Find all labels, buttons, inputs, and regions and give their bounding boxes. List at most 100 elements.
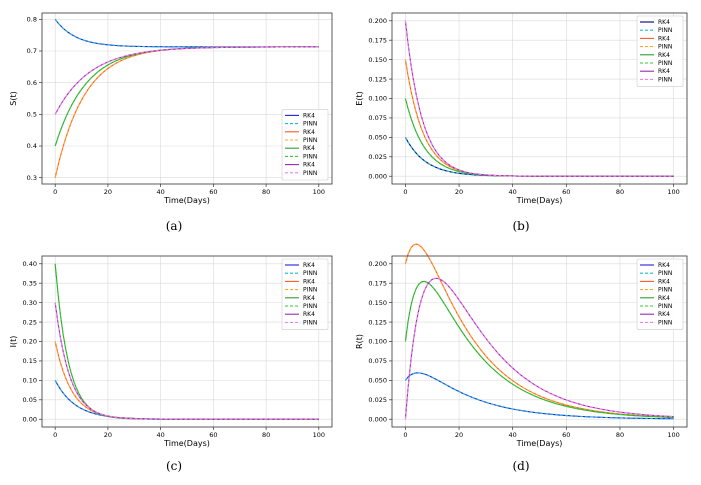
- y-tick-label: 0.8: [27, 16, 37, 24]
- legend-box: [636, 15, 684, 87]
- x-tick-label: 100: [667, 431, 679, 439]
- y-tick-label: 0.15: [23, 357, 37, 365]
- legend-box: [636, 258, 684, 330]
- y-tick-label: 0.075: [368, 114, 387, 122]
- legend-label: PINN: [303, 153, 317, 160]
- panel-caption: (a): [166, 219, 183, 233]
- series-line-5: [54, 46, 319, 147]
- y-tick-label: 0.150: [368, 299, 387, 307]
- y-tick-label: 0.150: [368, 56, 387, 64]
- y-tick-label: 0.125: [368, 318, 387, 326]
- legend-label: RK4: [303, 311, 315, 318]
- y-tick-label: 0.050: [368, 134, 387, 142]
- x-axis-label: Time(Days): [516, 196, 563, 205]
- legend-label: PINN: [303, 287, 317, 294]
- x-tick-label: 20: [455, 188, 463, 196]
- series-line-4: [54, 46, 319, 178]
- panel-caption: (b): [512, 219, 529, 233]
- chart-panel-3: 0 20 40 60 80 100 0.00 0.05 0.10 0.15 0.20 0.25 0.30…: [9, 255, 333, 473]
- x-tick-label: 0: [403, 431, 407, 439]
- x-tick-label: 80: [262, 431, 270, 439]
- legend-label: PINN: [658, 76, 672, 83]
- x-tick-label: 100: [313, 431, 325, 439]
- legend-label: RK4: [303, 162, 315, 169]
- y-tick-label: 0.100: [368, 95, 387, 103]
- y-tick-label: 0.100: [368, 338, 387, 346]
- chart-panel-4: 0 20 40 60 80 100 0.000 0.025 0.050 0.075 0.100 0.1…: [355, 243, 688, 473]
- legend-label: PINN: [658, 270, 672, 277]
- x-tick-label: 60: [562, 188, 570, 196]
- y-tick-label: 0.000: [368, 415, 387, 423]
- y-tick-label: 0.125: [368, 75, 387, 83]
- x-tick-label: 60: [209, 431, 217, 439]
- y-tick-label: 0.025: [368, 396, 387, 404]
- y-tick-label: 0.175: [368, 36, 387, 44]
- y-tick-label: 0.4: [27, 142, 37, 150]
- y-axis-label: R(t): [355, 334, 364, 349]
- legend-label: PINN: [658, 287, 672, 294]
- x-axis-label: Time(Days): [516, 439, 563, 448]
- legend-label: RK4: [303, 295, 315, 302]
- y-axis-label: E(t): [355, 91, 364, 105]
- series-line-5: [404, 280, 674, 419]
- panel-caption: (c): [166, 459, 182, 473]
- x-tick-label: 100: [313, 188, 325, 196]
- x-tick-label: 0: [403, 188, 407, 196]
- chart-panel-1: 0 20 40 60 80 100 0.3 0.4 0.5 0.6 0.7 0.8 Time(Days)…: [9, 12, 333, 233]
- series-line-8: [54, 302, 319, 420]
- x-tick-label: 80: [616, 431, 624, 439]
- x-tick-label: 40: [509, 431, 517, 439]
- legend-label: RK4: [658, 35, 670, 42]
- series-line-3: [54, 46, 319, 178]
- legend-box: [281, 258, 329, 330]
- y-tick-label: 0.7: [27, 47, 37, 55]
- legend-label: RK4: [658, 311, 670, 318]
- y-axis-label: I(t): [9, 336, 18, 348]
- plot-frame: [41, 12, 333, 185]
- x-tick-label: 0: [53, 188, 57, 196]
- legend-label: PINN: [658, 27, 672, 34]
- y-tick-label: 0.3: [27, 174, 37, 182]
- x-tick-label: 60: [562, 431, 570, 439]
- series-line-6: [404, 280, 674, 418]
- legend-label: PINN: [658, 319, 672, 326]
- x-axis-label: Time(Days): [163, 196, 210, 205]
- panel-caption: (d): [512, 459, 529, 473]
- legend-label: PINN: [658, 44, 672, 51]
- x-tick-label: 40: [156, 431, 164, 439]
- legend-label: RK4: [658, 262, 670, 269]
- x-tick-label: 40: [509, 188, 517, 196]
- x-tick-label: 20: [104, 188, 112, 196]
- y-tick-label: 0.175: [368, 279, 387, 287]
- x-tick-label: 0: [53, 431, 57, 439]
- legend-label: PINN: [658, 60, 672, 67]
- legend-label: RK4: [658, 68, 670, 75]
- series-line-2: [405, 372, 674, 420]
- legend-label: PINN: [658, 303, 672, 310]
- x-tick-label: 60: [209, 188, 217, 196]
- series-line-2: [54, 19, 319, 48]
- y-tick-label: 0.10: [23, 377, 37, 385]
- y-tick-label: 0.075: [368, 357, 387, 365]
- series-line-4: [404, 243, 674, 418]
- chart-panel-2: 0 20 40 60 80 100 0.000 0.025 0.050 0.075 0.100 0.1…: [355, 12, 688, 233]
- y-tick-label: 0.000: [368, 172, 387, 180]
- y-tick-label: 0.200: [368, 260, 387, 268]
- y-tick-label: 0.35: [23, 279, 37, 287]
- y-tick-label: 0.25: [23, 318, 37, 326]
- y-tick-label: 0.40: [23, 260, 37, 268]
- legend-label: PINN: [303, 170, 317, 177]
- series-line-3: [404, 243, 674, 418]
- x-tick-label: 80: [616, 188, 624, 196]
- legend-label: PINN: [303, 270, 317, 277]
- legend-label: RK4: [658, 19, 670, 26]
- x-axis-label: Time(Days): [163, 439, 210, 448]
- series-line-8: [54, 46, 319, 115]
- series-line-8: [404, 277, 674, 420]
- y-tick-label: 0.6: [27, 79, 37, 87]
- x-tick-label: 40: [156, 188, 164, 196]
